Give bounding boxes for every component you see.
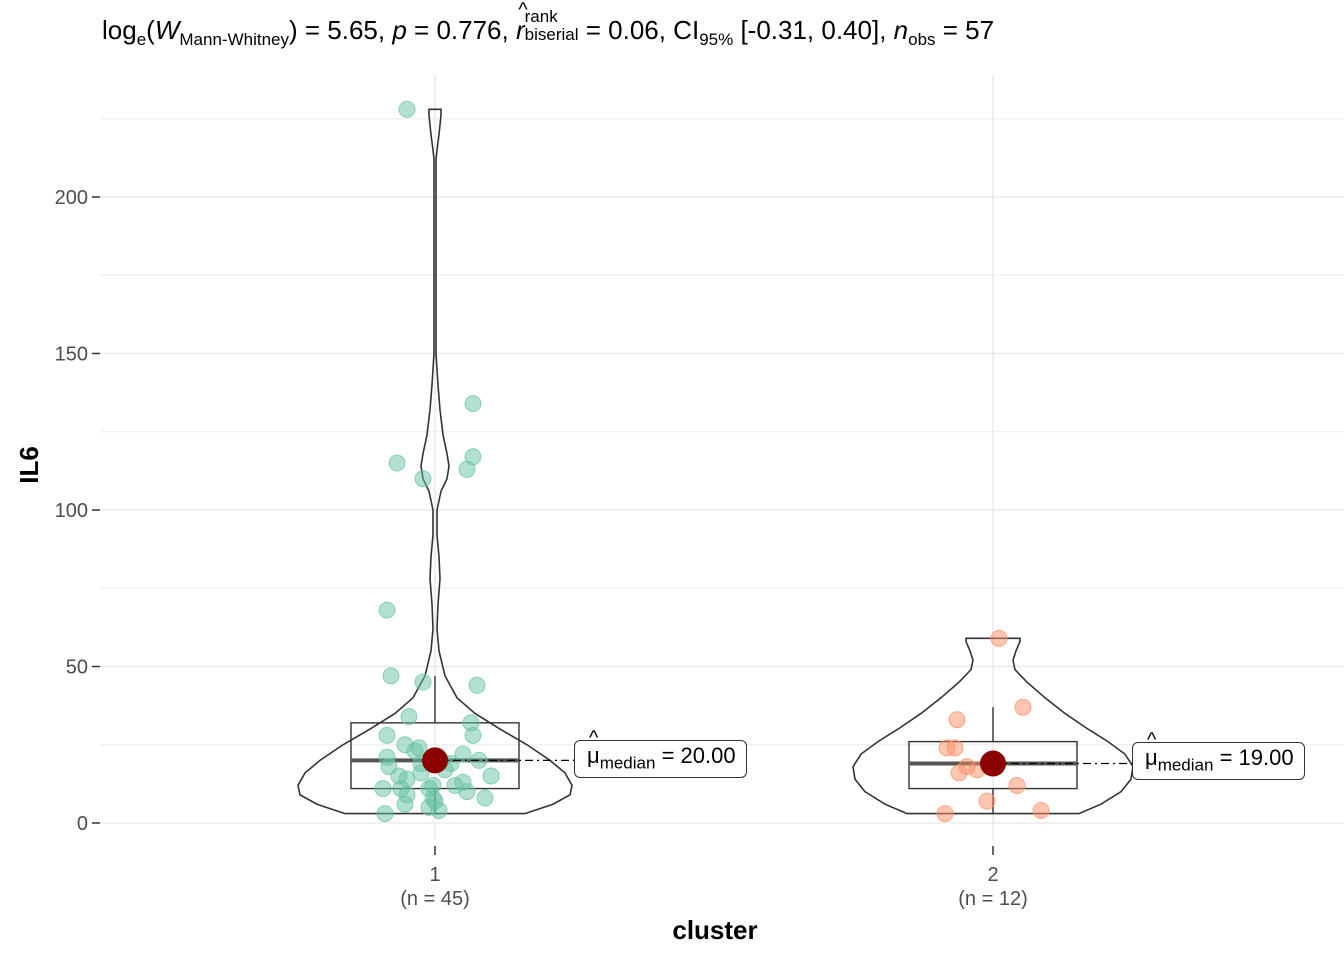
gridlines xyxy=(100,75,1344,840)
violins xyxy=(297,108,1134,815)
point-cluster-1 xyxy=(388,454,406,472)
point-cluster-1 xyxy=(458,460,476,478)
y-tick-label: 150 xyxy=(55,344,88,366)
point-cluster-1 xyxy=(412,764,430,782)
y-tick-label: 0 xyxy=(77,813,88,835)
x-tick-n-label: (n = 45) xyxy=(400,888,469,910)
point-cluster-2 xyxy=(978,792,996,810)
x-tick-n-label: (n = 12) xyxy=(958,888,1027,910)
y-axis: 0 50 100 150 200 xyxy=(55,187,100,835)
point-cluster-1 xyxy=(454,745,472,763)
x-axis-title: cluster xyxy=(672,915,757,945)
point-cluster-1 xyxy=(430,801,448,819)
point-cluster-1 xyxy=(414,470,432,488)
point-cluster-1 xyxy=(378,601,396,619)
median-point xyxy=(980,750,1006,777)
point-cluster-2 xyxy=(1008,776,1026,794)
point-cluster-2 xyxy=(1014,698,1032,716)
y-tick-label: 100 xyxy=(55,500,88,522)
x-tick-label: 2 xyxy=(987,864,998,886)
median-point xyxy=(422,747,448,774)
point-cluster-2 xyxy=(990,629,1008,647)
point-cluster-1 xyxy=(464,395,482,413)
point-cluster-1 xyxy=(458,783,476,801)
y-axis-title: IL6 xyxy=(14,446,44,484)
median-label-1: μmedian = 20.00 xyxy=(574,727,747,779)
point-cluster-1 xyxy=(378,726,396,744)
point-cluster-1 xyxy=(482,767,500,785)
point-cluster-1 xyxy=(464,726,482,744)
point-cluster-1 xyxy=(468,676,486,694)
median-label-2: μmedian = 19.00 xyxy=(1132,729,1305,781)
point-cluster-2 xyxy=(948,711,966,729)
point-cluster-2 xyxy=(1032,801,1050,819)
point-cluster-2 xyxy=(936,805,954,823)
y-tick-label: 200 xyxy=(55,187,88,209)
x-tick-label: 1 xyxy=(429,864,440,886)
point-cluster-2 xyxy=(950,764,968,782)
point-cluster-1 xyxy=(476,789,494,807)
point-cluster-1 xyxy=(414,673,432,691)
y-tick-label: 50 xyxy=(66,657,88,679)
violin-cluster-2 xyxy=(852,637,1134,815)
x-axis: 1(n = 45) 2(n = 12) xyxy=(400,846,1028,910)
chart-subtitle: loge(WMann-Whitney) = 5.65, p = 0.776, r… xyxy=(102,0,994,50)
median-markers xyxy=(422,747,1132,777)
point-cluster-1 xyxy=(374,780,392,798)
point-cluster-1 xyxy=(382,667,400,685)
point-cluster-1 xyxy=(400,708,418,726)
point-cluster-1 xyxy=(376,805,394,823)
point-cluster-1 xyxy=(398,100,416,118)
point-cluster-2 xyxy=(946,739,964,757)
point-cluster-1 xyxy=(396,795,414,813)
violin-cluster-1 xyxy=(297,108,573,815)
